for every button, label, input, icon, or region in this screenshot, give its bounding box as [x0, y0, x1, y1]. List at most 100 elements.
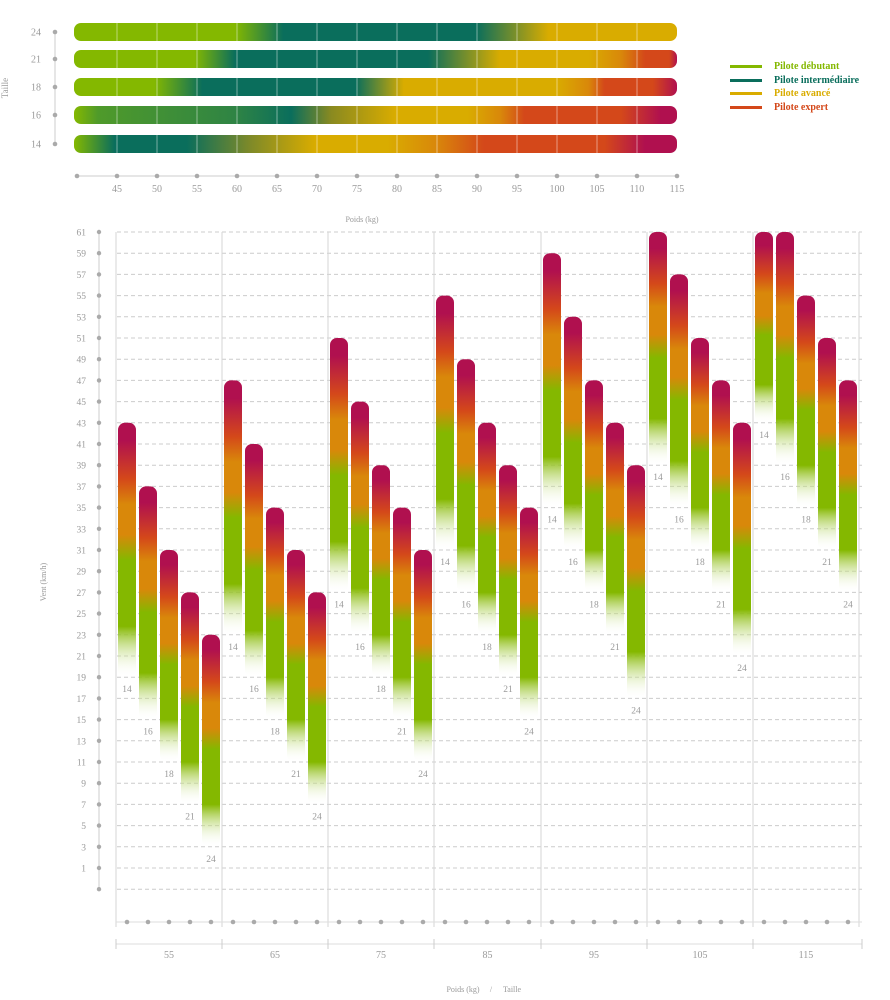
x-tick-label: 95: [512, 184, 522, 195]
y-tick-label: 5: [81, 822, 86, 832]
y-tick-label: 31: [77, 547, 87, 557]
wind-bar-55-21: [181, 592, 199, 805]
wind-bar-105-16: [670, 274, 688, 508]
x-axis-title-separator: /: [490, 985, 493, 994]
y-axis-dot: [96, 717, 102, 722]
y-tick-label: 24: [31, 28, 41, 39]
wind-bar-85-21: [499, 465, 517, 678]
y-tick-label: 7: [81, 801, 86, 811]
x-tick-label: 85: [432, 184, 442, 195]
wind-bar-105-14: [649, 232, 667, 466]
taille-bar-18: [74, 78, 677, 96]
y-axis-dot: [96, 251, 102, 256]
taille-axis-dot: [824, 919, 830, 925]
x-axis-dot: [314, 173, 320, 179]
y-axis-dot: [96, 823, 102, 828]
bar-taille-label: 24: [737, 664, 747, 674]
x-axis-dot: [394, 173, 400, 179]
taille-axis-dot: [761, 919, 767, 925]
wind-bar-75-14: [330, 338, 348, 593]
y-tick-label: 51: [77, 335, 87, 345]
wind-bar-85-24: [520, 507, 538, 720]
y-tick-label: 11: [77, 759, 86, 769]
y-tick-label: 18: [31, 83, 41, 94]
y-axis-dot: [96, 696, 102, 701]
y-axis-dot: [96, 865, 102, 871]
legend-item-intermediaire: Pilote intermédiaire: [730, 74, 859, 88]
wind-bar-105-21: [712, 380, 730, 593]
x-tick-label: 45: [112, 184, 122, 195]
taille-axis-dot: [739, 919, 745, 925]
bar-taille-label: 14: [653, 473, 663, 483]
y-tick-label: 25: [77, 610, 87, 620]
bar-taille-label: 18: [482, 643, 492, 653]
wind-bar-85-18: [478, 422, 496, 635]
weight-label: 65: [270, 950, 280, 961]
bar-taille-label: 21: [185, 812, 195, 822]
y-tick-label: 35: [77, 504, 87, 514]
legend-label: Pilote expert: [774, 101, 829, 113]
x-axis-dot: [274, 173, 280, 179]
taille-axis-dot: [336, 919, 342, 925]
x-axis-dot: [434, 173, 440, 179]
y-tick-label: 53: [77, 313, 87, 323]
wind-bar-65-16: [245, 444, 263, 678]
y-tick-label: 3: [81, 843, 86, 853]
x-axis-dot: [554, 173, 560, 179]
y-axis-dot: [96, 441, 102, 447]
taille-axis-dot: [357, 919, 363, 925]
y-axis-dot: [96, 887, 102, 892]
wind-bar-55-16: [139, 486, 157, 720]
legend-label: Pilote débutant: [774, 61, 840, 73]
taille-axis-dot: [187, 919, 193, 925]
y-axis-dot: [96, 357, 102, 362]
taille-axis-dot: [293, 919, 299, 925]
bar-taille-label: 21: [503, 685, 513, 695]
taille-axis-dot: [484, 919, 490, 925]
y-axis-dot: [96, 569, 102, 574]
wind-bar-105-18: [691, 338, 709, 550]
bar-taille-label: 21: [716, 600, 726, 610]
taille-axis-dot: [399, 919, 405, 925]
bar-taille-label: 24: [631, 706, 641, 716]
wind-bar-65-24: [308, 592, 326, 805]
taille-axis-dot: [272, 919, 278, 925]
y-axis-dot: [96, 547, 102, 553]
y-axis-dot: [96, 378, 102, 383]
taille-axis-dot: [526, 919, 532, 925]
taille-axis-dot: [145, 919, 151, 925]
wind-bar-55-24: [202, 634, 220, 847]
x-axis-dot: [474, 173, 480, 179]
y-axis-dot: [96, 781, 102, 786]
y-tick-label: 17: [77, 695, 87, 705]
bar-taille-label: 14: [759, 431, 769, 441]
legend-item-debutant: Pilote débutant: [730, 60, 859, 74]
y-axis-title: Vent (km/h): [39, 562, 48, 601]
y-axis-dot: [96, 802, 102, 807]
taille-axis-dot: [505, 919, 511, 925]
taille-axis-dot: [463, 919, 469, 925]
y-tick-label: 27: [77, 589, 87, 599]
weight-label: 95: [589, 950, 599, 961]
y-axis-dot: [96, 526, 102, 531]
taille-bar-14: [74, 135, 677, 153]
x-tick-label: 50: [152, 184, 162, 195]
taille-axis-dot: [591, 919, 597, 925]
legend-label: Pilote avancé: [774, 88, 831, 100]
y-axis-dot: [96, 653, 102, 659]
x-axis-dot: [74, 173, 80, 179]
y-axis-dot: [96, 314, 102, 319]
y-axis-dot: [96, 844, 102, 849]
legend-swatch: [730, 78, 762, 82]
taille-axis-dot: [782, 919, 788, 925]
bar-taille-label: 21: [291, 770, 301, 780]
wind-bar-65-21: [287, 550, 305, 762]
weight-label: 85: [483, 950, 493, 961]
wind-bar-75-24: [414, 550, 432, 762]
bar-taille-label: 16: [674, 516, 684, 526]
wind-range-chart: Vent (km/h)61595755535149474543413937353…: [39, 229, 863, 994]
y-axis-dot: [96, 505, 102, 510]
y-tick-label: 49: [77, 356, 87, 366]
bar-taille-label: 16: [249, 685, 259, 695]
taille-axis-dot: [697, 919, 703, 925]
